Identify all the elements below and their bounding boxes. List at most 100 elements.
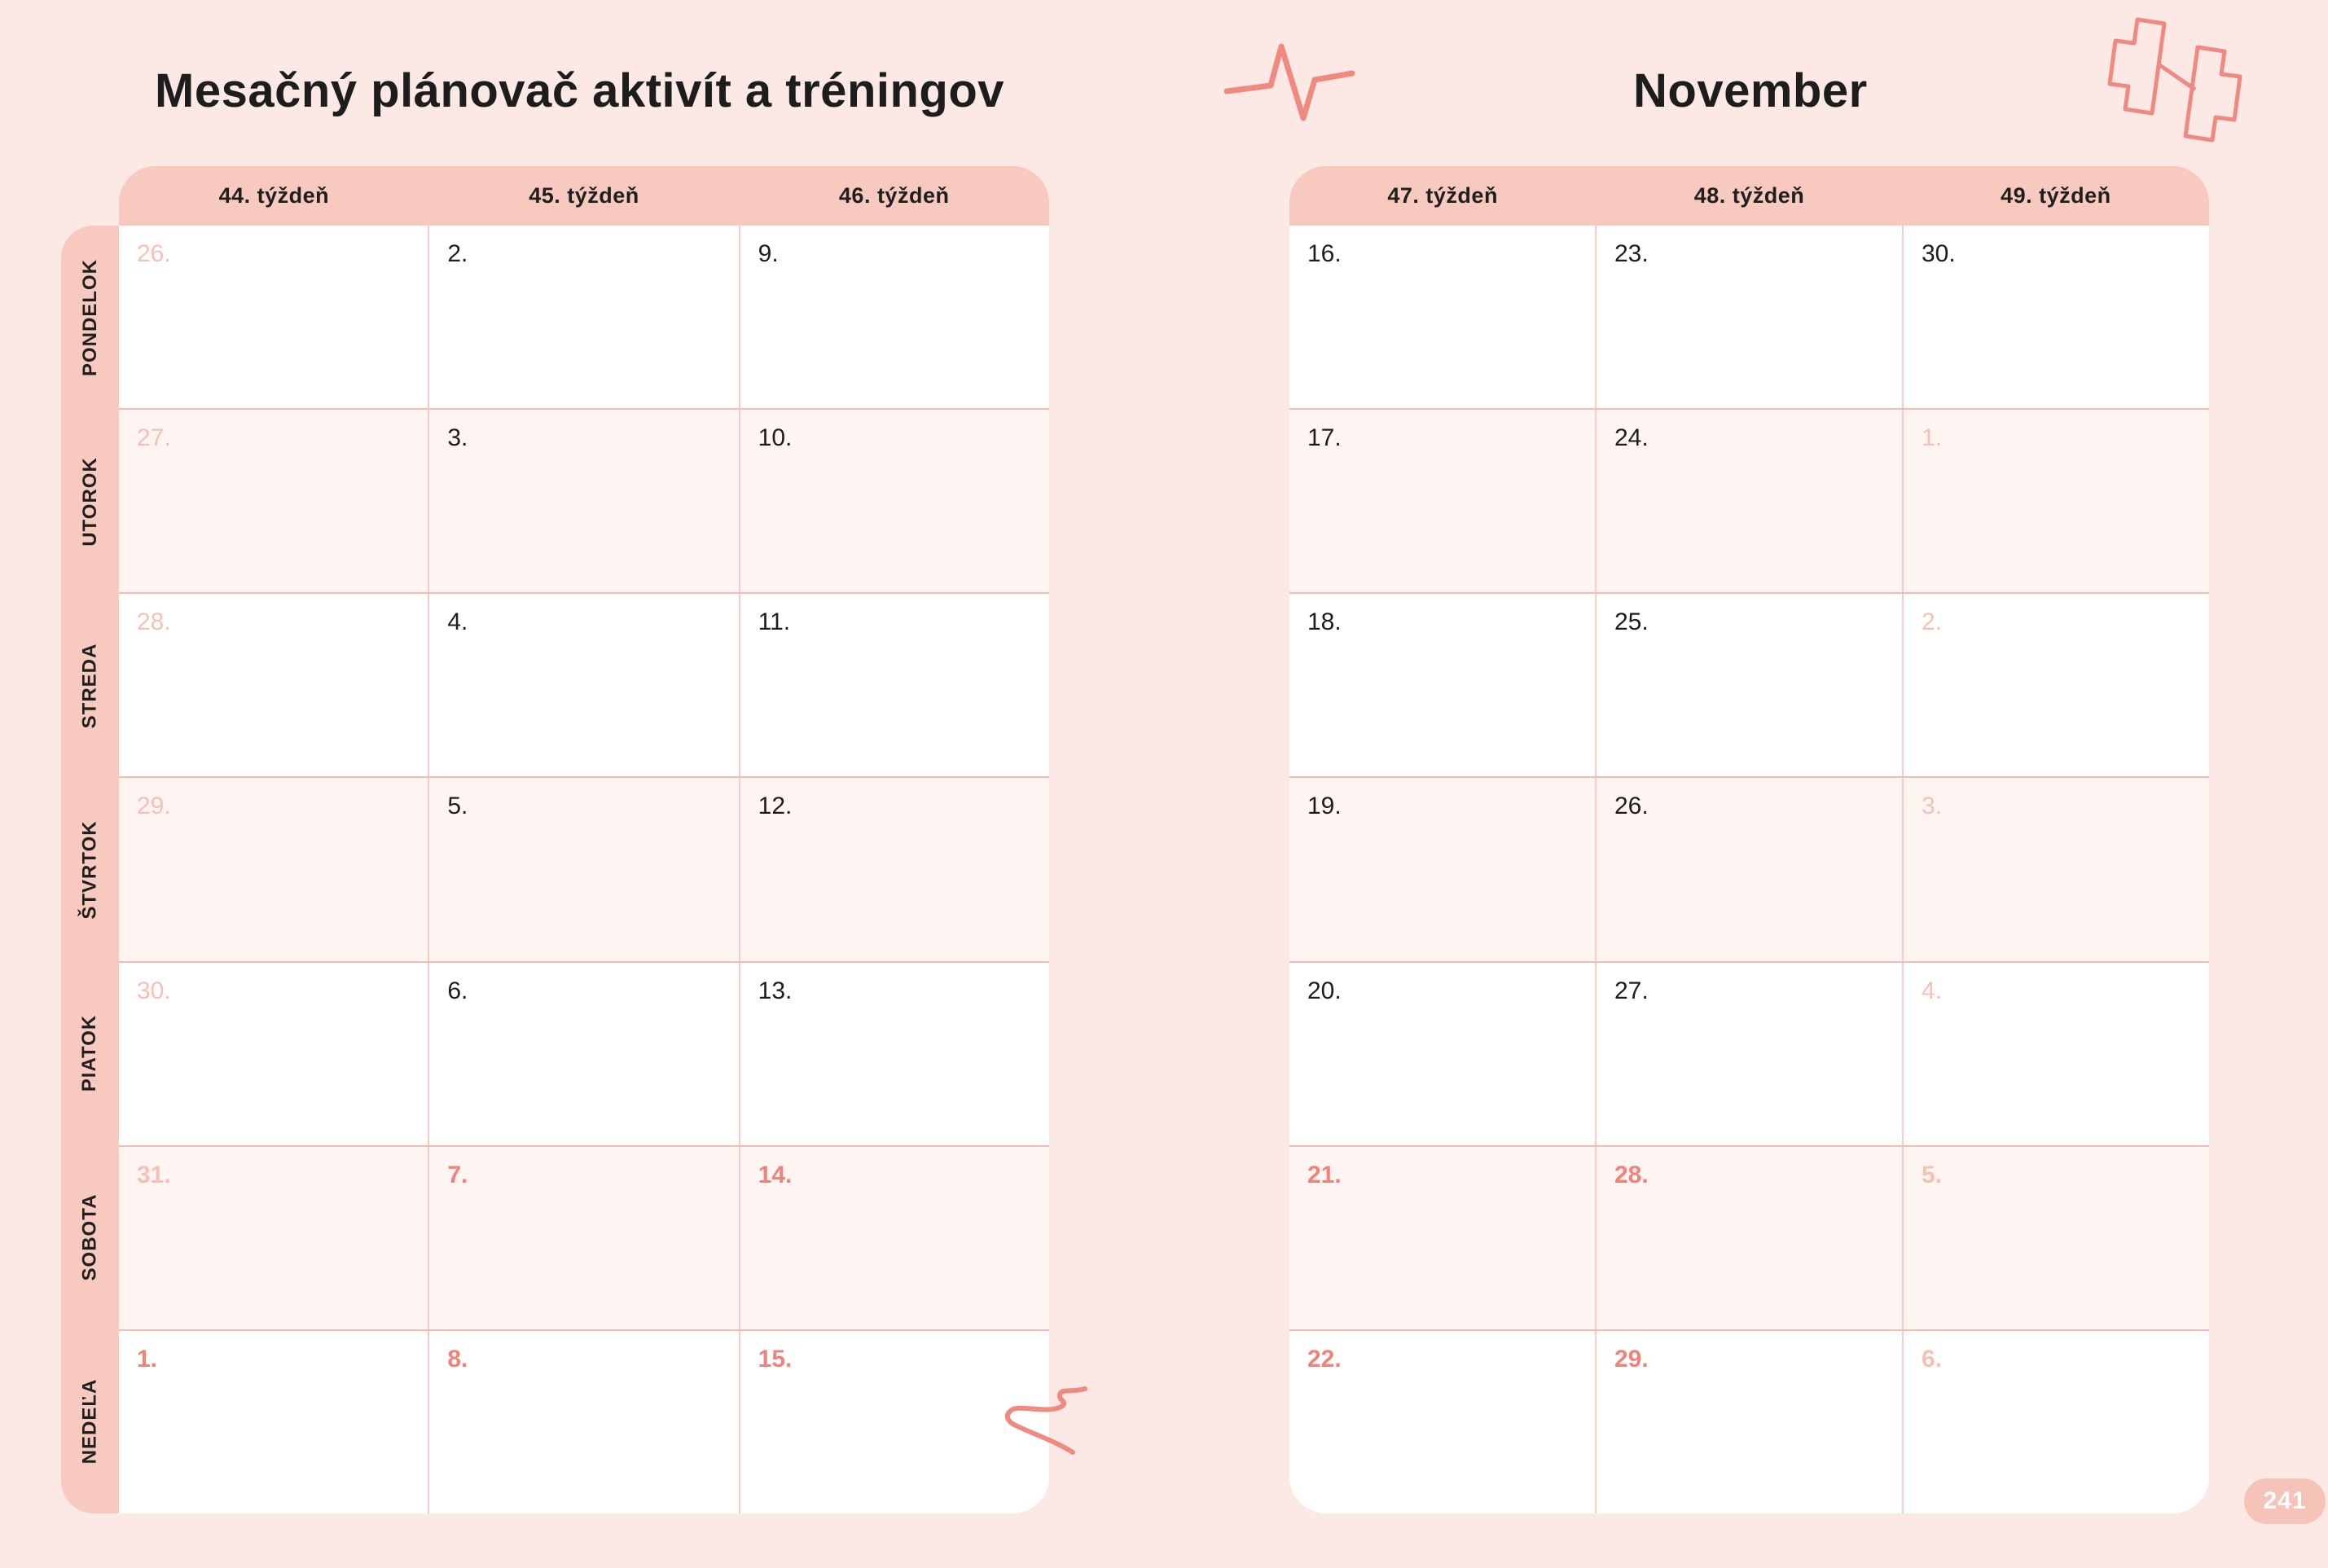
- calendar-row: 16. 23. 30.: [1289, 226, 2209, 409]
- calendar-row: 1. 8. 15.: [119, 1329, 1049, 1513]
- date-label: 11.: [758, 608, 791, 636]
- calendar-cell: 4.: [1902, 962, 2209, 1145]
- week-header: 46. týždeň: [838, 183, 950, 208]
- date-label: 18.: [1307, 608, 1342, 636]
- date-label: 1.: [1922, 424, 1943, 452]
- week-header: 45. týždeň: [529, 183, 639, 208]
- day-slot: UTOROK: [61, 410, 119, 594]
- page-title: Mesačný plánovač aktivít a tréningov: [155, 64, 1005, 117]
- week-header: 48. týždeň: [1693, 183, 1805, 208]
- calendar-cell: 26.: [119, 226, 428, 408]
- calendar-cell: 8.: [428, 1330, 738, 1513]
- date-label: 8.: [447, 1345, 468, 1373]
- week-header-band-left: 44. týždeň 45. týždeň 46. týždeň: [119, 166, 1049, 226]
- day-slot: STREDA: [61, 594, 119, 778]
- date-label: 5.: [447, 793, 468, 820]
- calendar-cell: 5.: [1902, 1146, 2209, 1329]
- date-label: 5.: [1922, 1161, 1943, 1188]
- calendar-cell: 2.: [428, 226, 738, 409]
- calendar-cell: 14.: [738, 1146, 1049, 1329]
- calendar-row: 31. 7. 14.: [119, 1144, 1049, 1329]
- date-label: 3.: [447, 424, 468, 452]
- date-label: 2.: [447, 240, 468, 267]
- calendar-cell: 23.: [1595, 226, 1902, 409]
- calendar-cell: 25.: [1595, 594, 1902, 777]
- calendar-cell: 4.: [428, 594, 738, 777]
- day-sidebar: PONDELOK UTOROK STREDA ŠTVRTOK PIATOK SO…: [61, 226, 119, 1513]
- calendar-cell: 16.: [1289, 226, 1595, 408]
- day-label: ŠTVRTOK: [78, 819, 101, 920]
- calendar-cell: 24.: [1595, 410, 1902, 593]
- calendar-cell: 9.: [738, 226, 1049, 409]
- calendar-cell: 6.: [428, 962, 738, 1145]
- calendar-cell: 19.: [1289, 778, 1595, 960]
- date-label: 15.: [758, 1345, 793, 1373]
- calendar-cell: 10.: [738, 410, 1049, 593]
- calendar-grid-right: 16. 23. 30. 17. 24. 1. 18. 25. 2. 19. 26. 3. 20. 27. 4…: [1289, 226, 2209, 1513]
- calendar-row: 19. 26. 3.: [1289, 776, 2209, 961]
- calendar-row: 20. 27. 4.: [1289, 960, 2209, 1145]
- calendar-cell: 15.: [738, 1330, 1049, 1513]
- week-header: 47. týždeň: [1387, 183, 1498, 208]
- week-header: 44. týždeň: [218, 183, 330, 208]
- page-number-badge: 241: [2244, 1478, 2326, 1524]
- date-label: 30.: [1922, 240, 1956, 267]
- date-label: 14.: [758, 1161, 793, 1188]
- date-label: 29.: [1614, 1345, 1649, 1373]
- week-header: 49. týždeň: [2001, 183, 2111, 208]
- date-label: 17.: [1307, 424, 1342, 452]
- dumbbell-icon: [2107, 17, 2242, 143]
- calendar-row: 27. 3. 10.: [119, 408, 1049, 593]
- calendar-cell: 12.: [738, 778, 1049, 961]
- date-label: 6.: [1922, 1345, 1943, 1373]
- calendar-cell: 5.: [428, 778, 738, 961]
- calendar-cell: 2.: [1902, 594, 2209, 777]
- date-label: 6.: [447, 977, 468, 1004]
- calendar-row: 21. 28. 5.: [1289, 1144, 2209, 1329]
- date-label: 26.: [137, 240, 171, 267]
- date-label: 4.: [1922, 977, 1943, 1004]
- calendar-cell: 31.: [119, 1147, 428, 1329]
- heartbeat-icon: [1223, 43, 1355, 121]
- day-label: PIATOK: [78, 1015, 101, 1092]
- day-label: PONDELOK: [78, 258, 101, 376]
- day-slot: PONDELOK: [61, 226, 119, 410]
- week-header-band-right: 47. týždeň 48. týždeň 49. týždeň: [1289, 166, 2209, 226]
- calendar-cell: 27.: [1595, 962, 1902, 1145]
- date-label: 2.: [1922, 608, 1943, 636]
- day-slot: SOBOTA: [61, 1145, 119, 1329]
- calendar-cell: 28.: [119, 594, 428, 776]
- date-label: 9.: [758, 240, 779, 267]
- calendar-cell: 30.: [1902, 226, 2209, 409]
- calendar-cell: 11.: [738, 594, 1049, 777]
- date-label: 10.: [758, 424, 793, 452]
- calendar-cell: 18.: [1289, 594, 1595, 776]
- calendar-grid-left: 26. 2. 9. 27. 3. 10. 28. 4. 11. 29. 5. 12. 30. 6. 13. 3…: [119, 226, 1049, 1513]
- date-label: 26.: [1614, 793, 1649, 820]
- date-label: 13.: [758, 977, 793, 1004]
- day-slot: ŠTVRTOK: [61, 778, 119, 962]
- calendar-cell: 17.: [1289, 410, 1595, 592]
- date-label: 3.: [1922, 793, 1943, 820]
- calendar-cell: 29.: [119, 778, 428, 960]
- date-label: 4.: [447, 608, 468, 636]
- date-label: 20.: [1307, 977, 1342, 1004]
- calendar-row: 28. 4. 11.: [119, 592, 1049, 777]
- date-label: 29.: [137, 793, 171, 820]
- calendar-cell: 30.: [119, 963, 428, 1145]
- calendar-cell: 1.: [119, 1331, 428, 1513]
- date-label: 27.: [137, 424, 171, 452]
- calendar-row: 29. 5. 12.: [119, 776, 1049, 961]
- date-label: 25.: [1614, 608, 1649, 636]
- page-number: 241: [2263, 1487, 2307, 1514]
- date-label: 31.: [137, 1161, 171, 1188]
- calendar-row: 18. 25. 2.: [1289, 592, 2209, 777]
- date-label: 7.: [447, 1161, 468, 1188]
- calendar-cell: 22.: [1289, 1331, 1595, 1513]
- calendar-cell: 20.: [1289, 963, 1595, 1145]
- calendar-row: 26. 2. 9.: [119, 226, 1049, 409]
- date-label: 22.: [1307, 1345, 1342, 1373]
- calendar-cell: 13.: [738, 962, 1049, 1145]
- day-label: SOBOTA: [78, 1193, 101, 1281]
